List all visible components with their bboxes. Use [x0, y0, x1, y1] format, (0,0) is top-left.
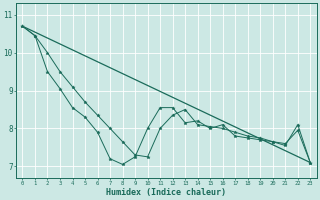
X-axis label: Humidex (Indice chaleur): Humidex (Indice chaleur) [106, 188, 226, 197]
